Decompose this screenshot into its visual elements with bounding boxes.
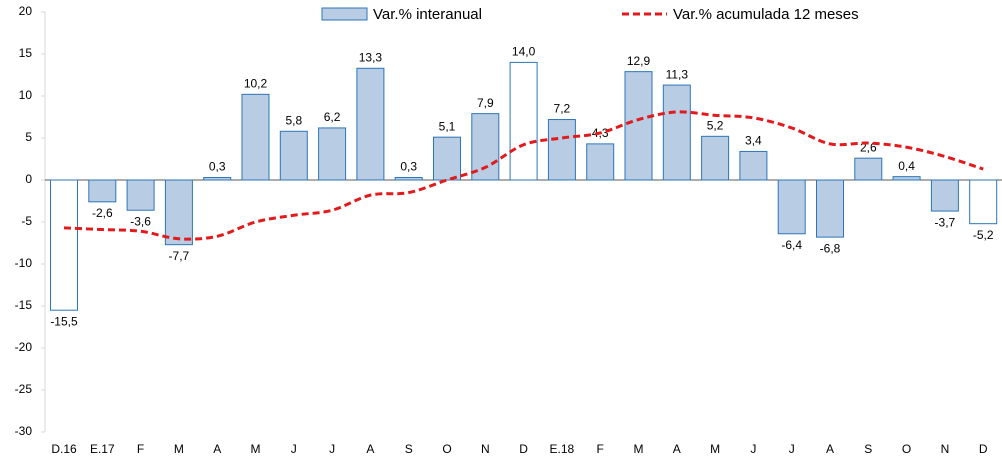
x-tick-label: E.18 [550, 442, 575, 456]
y-tick-label: 20 [19, 4, 33, 18]
x-tick-label: J [750, 442, 756, 456]
value-label: -6,8 [820, 241, 841, 255]
x-tick-label: D [519, 442, 528, 456]
value-label: -6,4 [781, 238, 802, 252]
value-label: 12,9 [627, 54, 651, 68]
y-tick-label: -10 [15, 256, 33, 270]
value-label: 0,3 [400, 160, 417, 174]
y-tick-label: -5 [21, 214, 32, 228]
x-tick-label: O [902, 442, 911, 456]
x-tick-label: F [597, 442, 604, 456]
x-tick-label: N [481, 442, 490, 456]
y-tick-label: -20 [15, 340, 33, 354]
x-tick-label: M [251, 442, 261, 456]
y-tick-label: 15 [19, 46, 33, 60]
bar [88, 179, 117, 203]
line [63, 110, 984, 241]
bar [318, 127, 347, 181]
value-label: -3,6 [130, 214, 151, 228]
x-tick-label: J [329, 442, 335, 456]
bar [126, 179, 155, 211]
value-label: -7,7 [169, 249, 190, 263]
value-label: 0,3 [209, 160, 226, 174]
value-label: 3,4 [745, 134, 762, 148]
bar [969, 179, 998, 225]
bar [509, 61, 538, 181]
value-label: 7,2 [554, 102, 571, 116]
value-label: 14,0 [512, 45, 536, 59]
value-label: 0,4 [898, 159, 915, 173]
x-tick-label: A [366, 442, 374, 456]
x-tick-label: M [710, 442, 720, 456]
bar [662, 84, 691, 181]
x-tick-label: J [291, 442, 297, 456]
legend-label: Var.% acumulada 12 meses [673, 6, 859, 23]
bar [930, 179, 959, 212]
x-tick-label: F [137, 442, 144, 456]
y-tick-label: -30 [15, 424, 33, 438]
bar [777, 179, 806, 235]
x-tick-label: O [442, 442, 451, 456]
y-tick-label: 0 [25, 172, 32, 186]
bar [701, 135, 730, 181]
value-label: -15,5 [50, 314, 78, 328]
x-tick-label: A [826, 442, 834, 456]
value-label: -2,6 [92, 206, 113, 220]
value-label: 11,3 [666, 67, 689, 81]
bar [394, 176, 423, 181]
bar [279, 130, 308, 181]
bar [356, 67, 385, 181]
x-tick-label: S [405, 442, 413, 456]
x-tick-label: J [789, 442, 795, 456]
x-tick-label: M [174, 442, 184, 456]
value-label: 5,2 [707, 118, 724, 132]
x-tick-label: N [941, 442, 950, 456]
value-label: 6,2 [324, 110, 341, 124]
bar [241, 93, 270, 181]
y-tick-label: 5 [25, 130, 32, 144]
y-tick-label: -15 [15, 298, 33, 312]
x-tick-label: M [634, 442, 644, 456]
value-label: 5,8 [285, 113, 302, 127]
value-label: 5,1 [439, 119, 456, 133]
x-tick-label: D.16 [51, 442, 77, 456]
value-label: 10,2 [244, 76, 268, 90]
bar [203, 176, 232, 181]
bar [50, 179, 78, 311]
x-tick-label: S [864, 442, 872, 456]
value-label: -5,2 [973, 228, 994, 242]
legend-swatch [321, 7, 368, 21]
x-tick-label: A [213, 442, 221, 456]
legend-label: Var.% interanual [373, 6, 482, 23]
bar [586, 143, 615, 181]
bar [739, 150, 768, 181]
x-tick-label: E.17 [90, 442, 115, 456]
value-label: 13,3 [359, 50, 383, 64]
x-tick-label: D [979, 442, 988, 456]
bar [624, 71, 653, 181]
y-tick-label: -25 [15, 382, 33, 396]
bar [816, 179, 844, 238]
value-label: 7,9 [477, 96, 494, 110]
y-tick-label: 10 [19, 88, 33, 102]
bar [854, 157, 883, 181]
bar [164, 179, 193, 246]
bar [892, 176, 921, 181]
bar [547, 119, 576, 181]
x-tick-label: A [673, 442, 681, 456]
bar [433, 136, 461, 181]
value-label: -3,7 [935, 215, 956, 229]
